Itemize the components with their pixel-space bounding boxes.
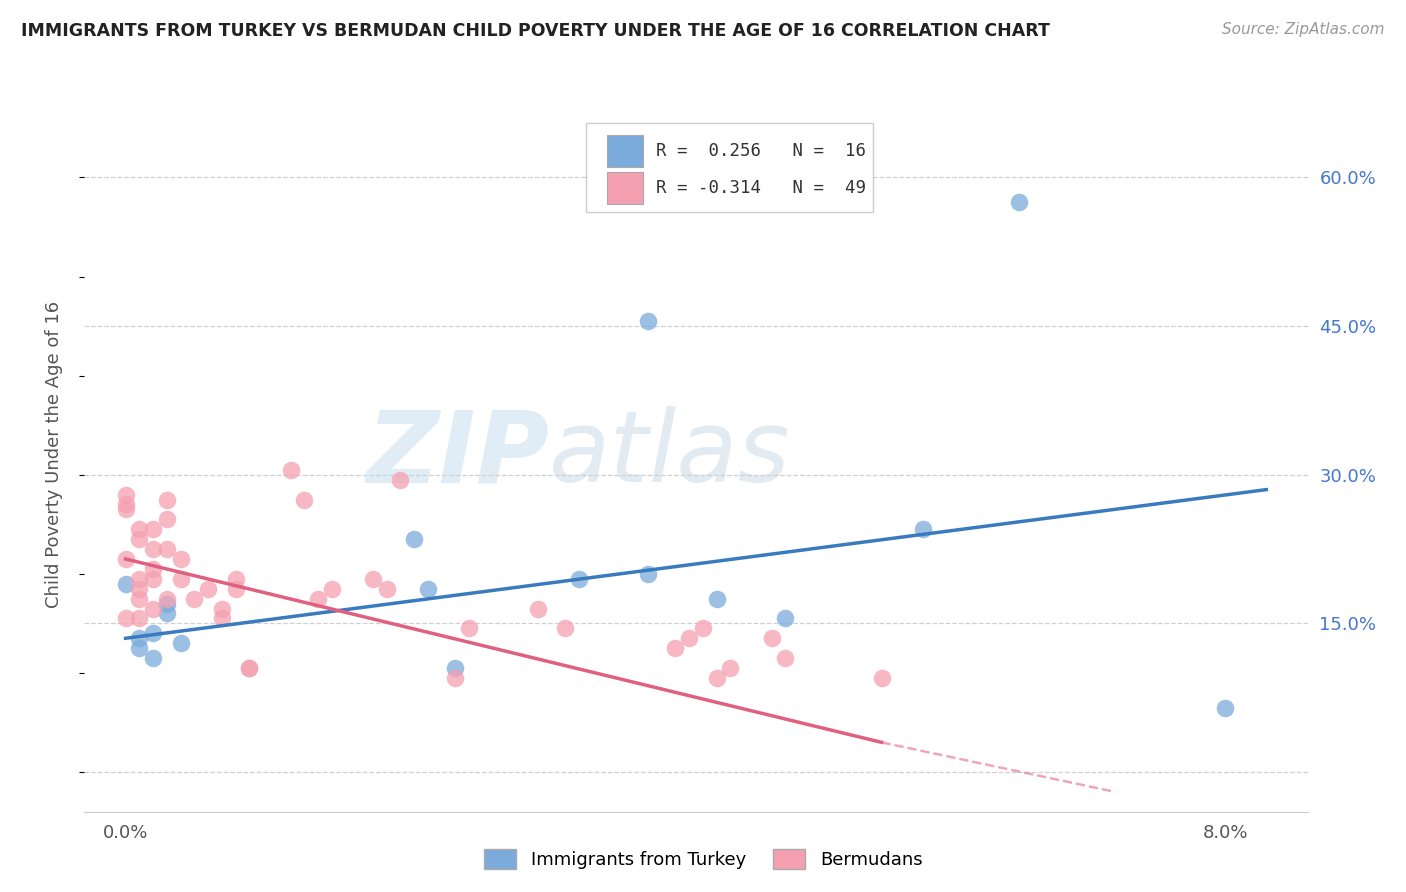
FancyBboxPatch shape (606, 136, 644, 168)
Point (568, 572, 591, 586)
Point (169, 572, 191, 586)
Point (114, 576, 136, 591)
Point (114, 611, 136, 625)
Point (706, 671, 728, 685)
FancyBboxPatch shape (606, 172, 644, 204)
Point (637, 314, 659, 328)
Point (156, 607, 179, 621)
Point (197, 582, 219, 596)
Point (142, 626, 165, 640)
FancyBboxPatch shape (586, 123, 873, 212)
Point (527, 601, 550, 615)
Point (142, 562, 165, 576)
Y-axis label: Child Poverty Under the Age of 16: Child Poverty Under the Age of 16 (45, 301, 63, 608)
Point (321, 582, 343, 596)
Point (156, 512, 179, 526)
Text: IMMIGRANTS FROM TURKEY VS BERMUDAN CHILD POVERTY UNDER THE AGE OF 16 CORRELATION: IMMIGRANTS FROM TURKEY VS BERMUDAN CHILD… (21, 22, 1050, 40)
Point (156, 591, 179, 606)
Point (375, 582, 398, 596)
Point (225, 572, 247, 586)
Point (761, 632, 783, 646)
Point (238, 661, 260, 675)
Point (128, 582, 150, 596)
Point (142, 522, 165, 536)
Point (142, 542, 165, 557)
Point (458, 621, 481, 635)
Legend: Immigrants from Turkey, Bermudans: Immigrants from Turkey, Bermudans (475, 839, 931, 879)
Point (706, 591, 728, 606)
Point (183, 591, 205, 606)
Point (156, 597, 179, 611)
Point (128, 572, 150, 586)
Text: R =  0.256   N =  16: R = 0.256 N = 16 (655, 143, 866, 161)
Point (128, 641, 150, 656)
Point (444, 661, 467, 675)
Point (114, 498, 136, 512)
Point (169, 552, 191, 566)
Point (292, 492, 315, 507)
Point (114, 552, 136, 566)
Point (114, 487, 136, 501)
Point (211, 601, 233, 615)
Point (142, 572, 165, 586)
Point (1008, 195, 1031, 210)
Point (307, 591, 329, 606)
Point (678, 632, 700, 646)
Text: ZIP: ZIP (366, 407, 550, 503)
Point (404, 532, 426, 546)
Point (554, 621, 576, 635)
Point (389, 473, 412, 487)
Point (128, 532, 150, 546)
Point (911, 522, 934, 536)
Point (128, 591, 150, 606)
Point (637, 566, 659, 581)
Point (225, 582, 247, 596)
Text: R = -0.314   N =  49: R = -0.314 N = 49 (655, 179, 866, 197)
Point (870, 671, 893, 685)
Point (1213, 700, 1236, 714)
Text: atlas: atlas (550, 407, 790, 503)
Point (416, 582, 439, 596)
Point (142, 601, 165, 615)
Point (142, 651, 165, 665)
Point (444, 671, 467, 685)
Point (128, 522, 150, 536)
Point (718, 661, 741, 675)
Point (156, 492, 179, 507)
Point (211, 611, 233, 625)
Point (775, 651, 797, 665)
Point (775, 611, 797, 625)
Point (156, 542, 179, 557)
Point (128, 611, 150, 625)
Point (280, 463, 302, 477)
Text: Source: ZipAtlas.com: Source: ZipAtlas.com (1222, 22, 1385, 37)
Point (664, 641, 686, 656)
Point (114, 502, 136, 516)
Point (238, 661, 260, 675)
Point (692, 621, 714, 635)
Point (361, 572, 384, 586)
Point (128, 632, 150, 646)
Point (169, 636, 191, 650)
